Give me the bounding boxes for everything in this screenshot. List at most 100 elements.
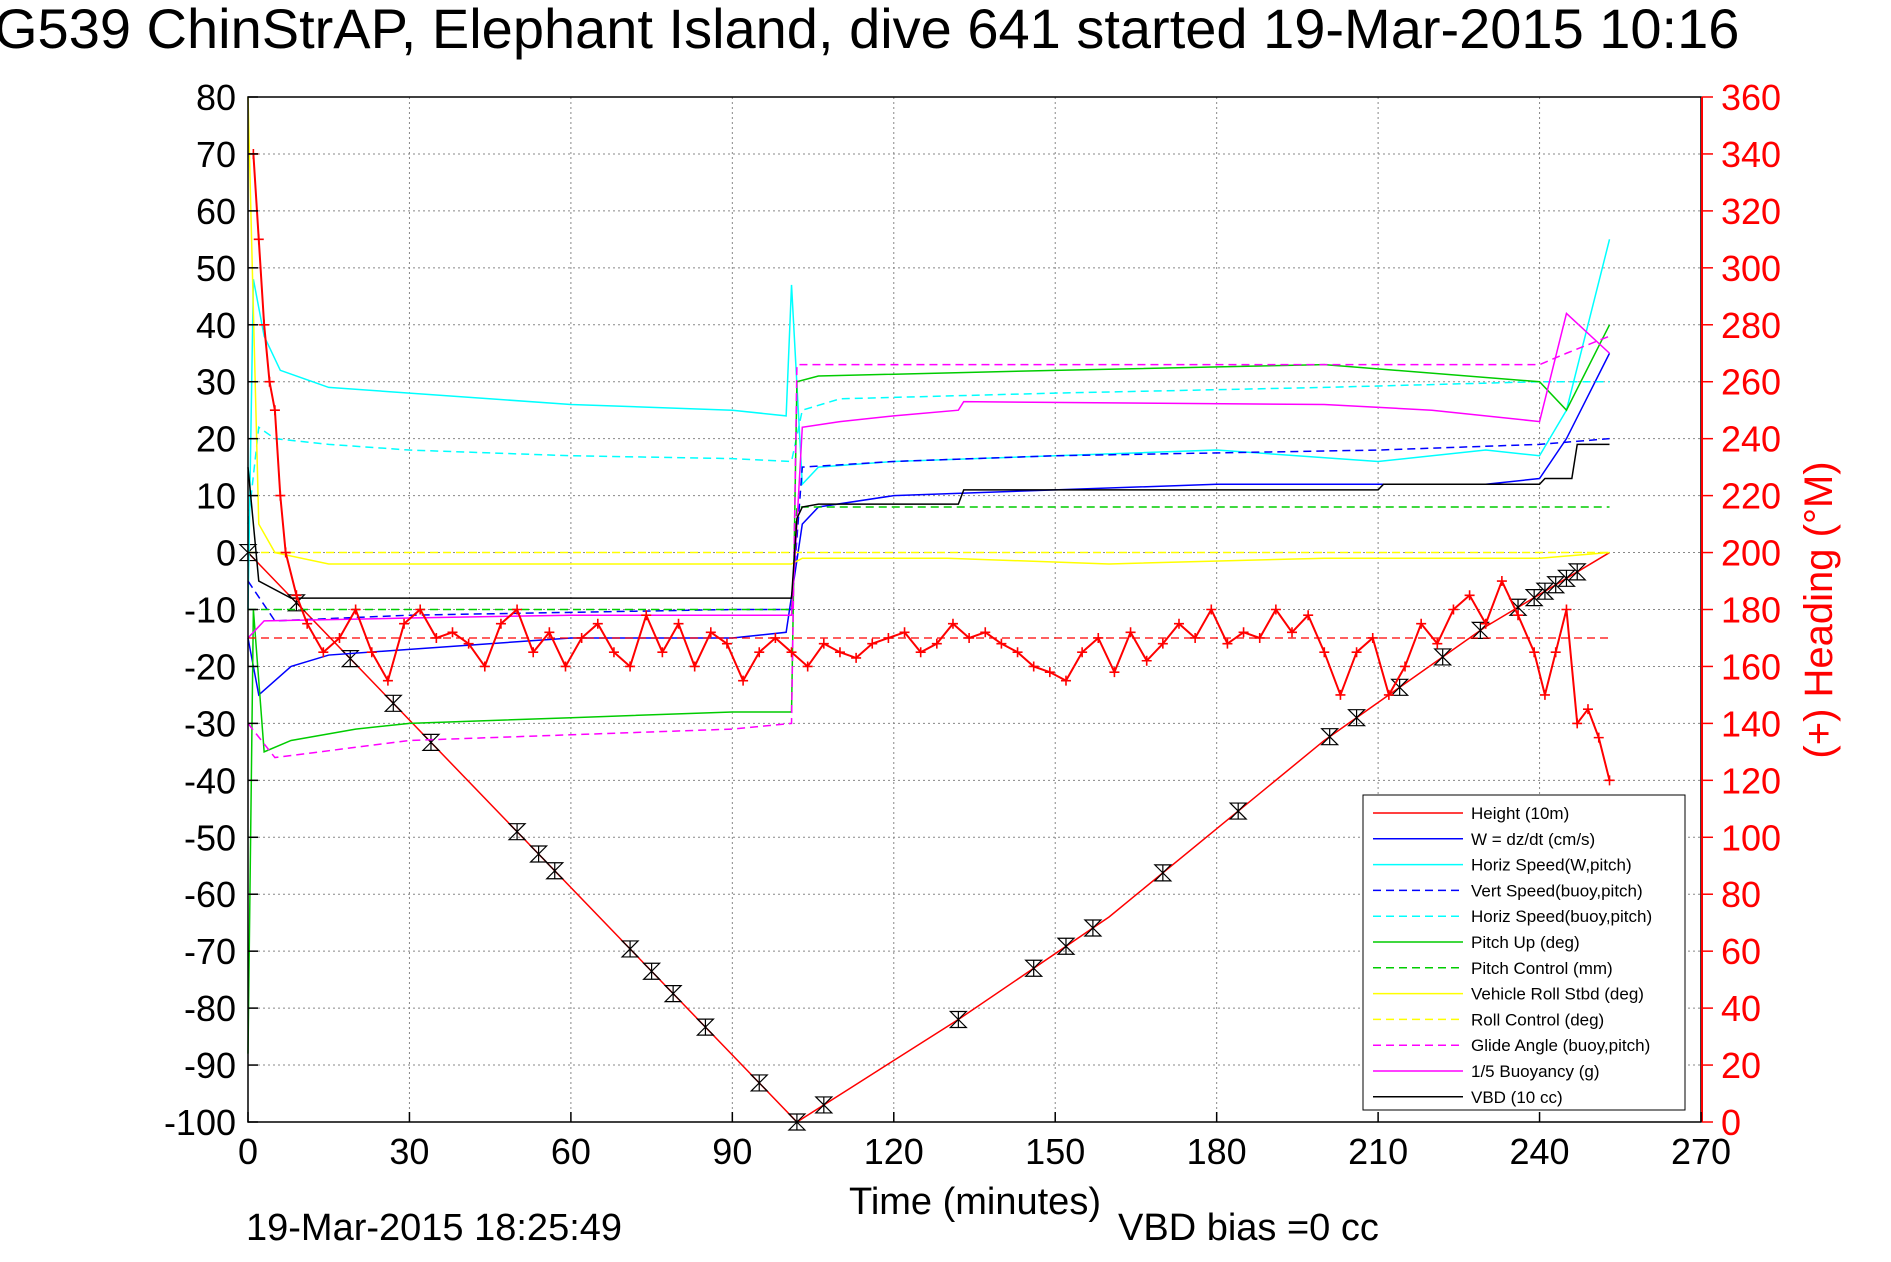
heading-marker — [415, 604, 426, 615]
height-marker — [1347, 709, 1367, 727]
legend-label: Vert Speed(buoy,pitch) — [1471, 881, 1643, 900]
vbd-bias-label: VBD bias =0 cc — [1118, 1207, 1379, 1249]
height-marker — [1083, 919, 1103, 937]
series-line-9 — [247, 335, 1610, 759]
heading-marker — [350, 604, 361, 615]
left-tick-label: 10 — [196, 476, 236, 517]
legend-label: Pitch Control (mm) — [1471, 959, 1613, 978]
heading-marker — [867, 638, 878, 649]
right-tick-label: 140 — [1721, 703, 1781, 744]
heading-marker — [657, 647, 668, 658]
heading-marker — [291, 590, 302, 601]
heading-marker — [1572, 718, 1583, 729]
heading-marker — [399, 618, 410, 629]
height-marker — [421, 733, 441, 751]
heading-marker — [275, 490, 286, 501]
heading-marker — [1077, 647, 1088, 658]
heading-marker — [754, 647, 765, 658]
legend: Height (10m) W = dz/dt (cm/s) Horiz Speed(… — [1362, 794, 1686, 1111]
heading-marker — [1400, 661, 1411, 672]
height-marker — [529, 845, 549, 863]
heading-marker — [1529, 647, 1540, 658]
heading-marker — [1093, 632, 1104, 643]
series-line-7 — [247, 96, 1610, 565]
heading-marker — [1319, 647, 1330, 658]
heading-marker — [641, 610, 652, 621]
height-marker — [1433, 648, 1453, 666]
heading-marker — [1604, 775, 1615, 786]
timestamp-label: 19-Mar-2015 18:25:49 — [246, 1207, 622, 1249]
heading-marker — [802, 661, 813, 672]
right-axis-label: (+) Heading (°M) — [1797, 461, 1841, 758]
heading-marker — [1303, 610, 1314, 621]
height-marker — [1153, 864, 1173, 882]
heading-marker — [1109, 667, 1120, 678]
heading-marker — [1351, 647, 1362, 658]
left-tick-label: 20 — [196, 419, 236, 460]
heading-marker — [1141, 655, 1152, 666]
height-marker — [620, 940, 640, 958]
height-marker — [507, 823, 527, 841]
right-tick-label: 220 — [1721, 476, 1781, 517]
heading-marker — [592, 618, 603, 629]
x-tick-label: 180 — [1187, 1131, 1247, 1172]
legend-label: Roll Control (deg) — [1471, 1010, 1604, 1029]
heading-marker — [1582, 704, 1593, 715]
x-tick-label: 30 — [389, 1131, 429, 1172]
left-tick-label: 50 — [196, 248, 236, 289]
right-tick-label: 240 — [1721, 419, 1781, 460]
left-tick-label: 30 — [196, 362, 236, 403]
x-tick-label: 120 — [864, 1131, 924, 1172]
series-layer — [238, 96, 1611, 1131]
heading-marker — [366, 647, 377, 658]
heading-trace — [252, 153, 1611, 781]
heading-marker — [560, 661, 571, 672]
heading-marker — [673, 618, 684, 629]
legend-label: VBD (10 cc) — [1471, 1088, 1563, 1107]
heading-marker — [1480, 618, 1491, 629]
right-tick-label: 80 — [1721, 874, 1761, 915]
height-marker — [1546, 576, 1566, 594]
legend-label: Glide Angle (buoy,pitch) — [1471, 1036, 1650, 1055]
heading-marker — [915, 647, 926, 658]
heading-marker — [447, 627, 458, 638]
heading-marker — [1287, 627, 1298, 638]
heading-marker — [625, 661, 636, 672]
heading-marker — [544, 627, 555, 638]
heading-marker — [996, 638, 1007, 649]
heading-marker — [528, 647, 539, 658]
height-marker — [642, 962, 662, 980]
left-tick-label: 40 — [196, 305, 236, 346]
heading-marker — [1432, 638, 1443, 649]
heading-marker — [269, 405, 280, 416]
height-marker — [383, 694, 403, 712]
height-marker — [1567, 563, 1587, 581]
x-tick-label: 90 — [712, 1131, 752, 1172]
heading-marker — [259, 319, 270, 330]
heading-marker — [689, 661, 700, 672]
right-tick-label: 340 — [1721, 134, 1781, 175]
heading-marker — [1174, 618, 1184, 629]
heading-marker — [431, 632, 442, 643]
heading-marker — [512, 604, 523, 615]
series-line-4 — [247, 380, 1610, 525]
heading-marker — [1157, 638, 1168, 649]
heading-marker — [721, 638, 732, 649]
heading-marker — [1561, 604, 1572, 615]
heading-marker — [264, 376, 275, 387]
heading-marker — [851, 652, 862, 663]
heading-marker — [818, 638, 829, 649]
heading-marker — [1367, 632, 1378, 643]
series-line-2 — [247, 239, 1611, 610]
height-marker — [663, 984, 683, 1003]
left-tick-label: -30 — [184, 703, 236, 744]
heading-marker — [1254, 632, 1265, 643]
heading-marker — [947, 618, 958, 629]
heading-marker — [931, 638, 942, 649]
right-tick-label: 60 — [1721, 931, 1761, 972]
chart-title: G539 ChinStrAP, Elephant Island, dive 64… — [0, 0, 1739, 60]
legend-label: Horiz Speed(buoy,pitch) — [1471, 907, 1652, 926]
heading-marker — [1044, 667, 1055, 678]
heading-marker — [334, 632, 345, 643]
